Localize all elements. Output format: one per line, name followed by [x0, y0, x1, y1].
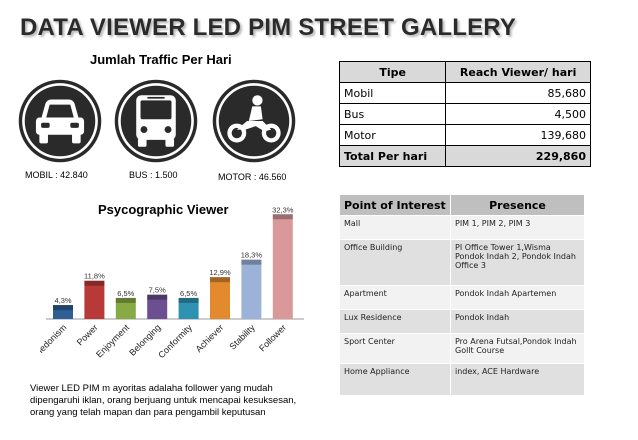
poi-point: Sport Center [339, 333, 451, 364]
table-row: Office Building PI Office Tower 1,Wisma … [339, 239, 585, 286]
poi-presence: PIM 1, PIM 2, PIM 3 [450, 215, 585, 240]
chart-category-label: Hedonism [40, 322, 68, 358]
chart-value-label: 12,9% [209, 268, 231, 277]
reach-value: 85,680 [445, 82, 591, 104]
chart-bar-cap [84, 280, 105, 286]
reach-header-tipe: Tipe [338, 61, 447, 83]
chart-bar-cap [147, 294, 168, 300]
poi-point: Mall [339, 215, 451, 240]
page-title: DATA VIEWER LED PIM STREET GALLERY [20, 14, 517, 41]
chart-bar-conformity [178, 297, 199, 319]
poi-point: Apartment [339, 285, 451, 310]
car-icon [17, 78, 103, 164]
chart-category-label: Stability [227, 322, 257, 352]
reach-value: 4,500 [445, 103, 591, 125]
chart-value-label: 4,3% [54, 296, 71, 305]
chart-value-label: 6,5% [117, 289, 134, 298]
chart-value-label: 7,5% [149, 286, 166, 295]
reach-total-label: Total Per hari [338, 145, 447, 167]
traffic-title: Jumlah Traffic Per Hari [90, 52, 232, 67]
chart-value-label: 18,3% [241, 251, 263, 260]
reach-tipe: Motor [338, 124, 447, 146]
poi-header-presence: Presence [450, 194, 585, 216]
motor-count: MOTOR : 46.560 [218, 172, 287, 182]
table-row: Mobil 85,680 [338, 82, 591, 104]
chart-value-label: 6,5% [180, 289, 197, 298]
motorcycle-icon [211, 78, 297, 164]
table-row: Motor 139,680 [338, 124, 591, 146]
table-row: Lux Residence Pondok Indah [339, 309, 585, 334]
chart-value-label: 11,8% [84, 272, 105, 281]
bus-icon [113, 78, 199, 164]
table-row: Bus 4,500 [338, 103, 591, 125]
reach-value: 139,680 [445, 124, 591, 146]
chart-bar-cap [272, 214, 293, 220]
table-row: Apartment Pondok Indah Apartemen [339, 285, 585, 310]
poi-presence: Pondok Indah [450, 309, 585, 334]
chart-bar-cap [178, 297, 199, 303]
chart-bar-follower [272, 214, 293, 319]
chart-bar-belonging [147, 294, 168, 319]
chart-bar-cap [241, 259, 262, 265]
poi-point: Home Appliance [339, 363, 451, 396]
reach-table: Tipe Reach Viewer/ hari Mobil 85,680 Bus… [338, 61, 591, 167]
chart-bar-hedonism [53, 305, 73, 319]
chart-bar-cap [210, 277, 230, 283]
reach-tipe: Bus [338, 103, 447, 125]
chart-category-label: Achiever [194, 322, 226, 354]
poi-point: Lux Residence [339, 309, 451, 334]
poi-presence: index, ACE Hardware [450, 363, 585, 396]
chart-bar-enjoyment [115, 297, 136, 319]
chart-bar-cap [53, 305, 73, 311]
mobil-count: MOBIL : 42.840 [25, 170, 88, 180]
poi-presence: PI Office Tower 1,Wisma Pondok Indah 2, … [450, 239, 585, 286]
reach-header-reach: Reach Viewer/ hari [445, 61, 591, 83]
chart-value-label: 32,3% [272, 205, 294, 214]
table-row: Mall PIM 1, PIM 2, PIM 3 [339, 215, 585, 240]
poi-point: Office Building [339, 239, 451, 286]
table-row: Home Appliance index, ACE Hardware [339, 363, 585, 396]
poi-presence: Pondok Indah Apartemen [450, 285, 585, 310]
chart-category-label: Conformity [156, 322, 194, 360]
chart-category-label: Enjoyment [94, 322, 131, 359]
chart-bar-cap [115, 297, 136, 303]
description-text: Viewer LED PIM m ayoritas adalaha follow… [30, 383, 297, 418]
reach-tipe: Mobil [338, 82, 447, 104]
chart-category-label: Power [75, 322, 100, 347]
chart-title: Psycographic Viewer [98, 202, 229, 217]
poi-header-point: Point of Interest [339, 194, 451, 216]
chart-bar-achiever [210, 277, 230, 319]
psycographic-chart: 4,3%Hedonism11,8%Power6,5%Enjoyment7,5%B… [40, 205, 304, 360]
reach-total-value: 229,860 [445, 145, 591, 167]
chart-bar-power [84, 280, 105, 319]
poi-presence: Pro Arena Futsal,Pondok Indah Gollt Cour… [450, 333, 585, 364]
table-total-row: Total Per hari 229,860 [338, 145, 591, 167]
bus-count: BUS : 1.500 [129, 170, 178, 180]
poi-table: Point of Interest Presence Mall PIM 1, P… [339, 194, 585, 396]
chart-category-label: Follower [257, 322, 288, 353]
table-row: Sport Center Pro Arena Futsal,Pondok Ind… [339, 333, 585, 364]
chart-bar-stability [241, 259, 262, 319]
